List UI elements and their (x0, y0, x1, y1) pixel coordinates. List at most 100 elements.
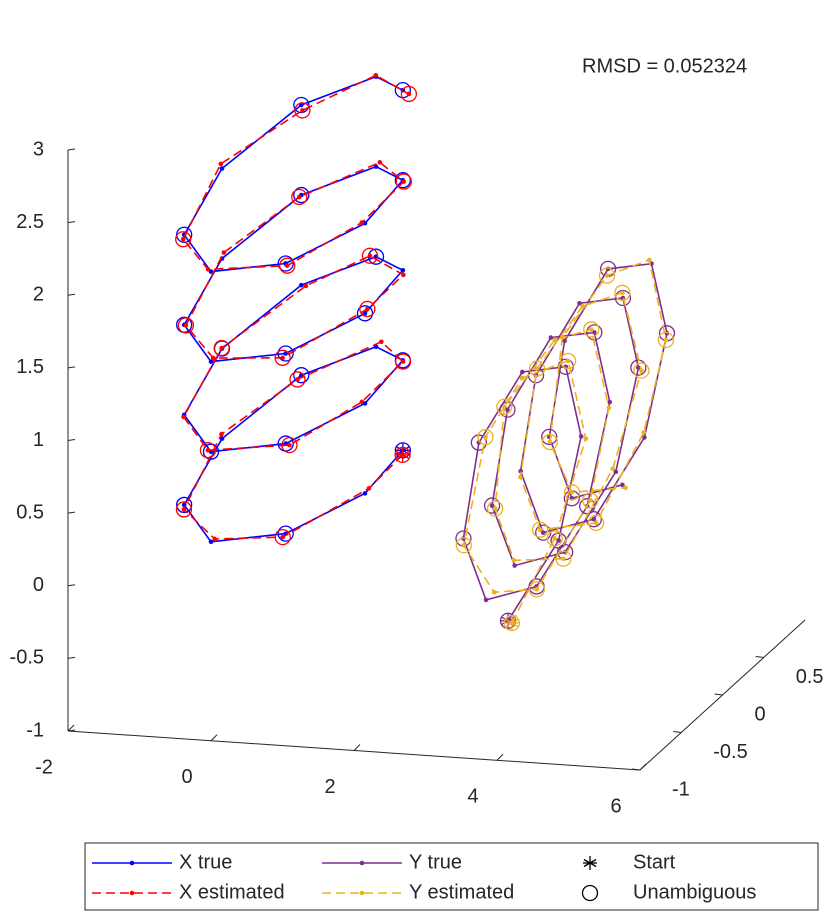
z-tick (67, 366, 76, 369)
unambiguous-marker (531, 521, 549, 538)
x-tick (210, 734, 218, 742)
point (400, 267, 406, 273)
point (362, 311, 368, 316)
z-tick (67, 511, 76, 514)
point (580, 303, 585, 309)
unambiguous-marker (293, 186, 310, 204)
unambiguous-marker (528, 581, 545, 598)
z-tick-label: 1 (33, 429, 44, 451)
legend-symbol (583, 856, 597, 870)
x-tick-label: 6 (610, 795, 621, 817)
unambiguous-marker (455, 537, 472, 554)
point (212, 536, 218, 542)
point (367, 253, 373, 259)
point (593, 520, 599, 526)
point (587, 498, 593, 503)
point (205, 266, 211, 272)
legend-label: Y estimated (409, 881, 514, 903)
point (492, 506, 498, 511)
legend-box (84, 842, 819, 911)
unambiguous-marker (587, 514, 605, 532)
unambiguous-marker (277, 525, 294, 542)
y-tick (673, 731, 682, 733)
point (359, 399, 365, 405)
unambiguous-marker (213, 339, 230, 357)
point (537, 527, 543, 532)
unambiguous-marker (202, 443, 220, 460)
x-tick-label: 0 (181, 766, 192, 788)
point (610, 466, 616, 472)
point (303, 283, 309, 289)
point (588, 327, 594, 332)
unambiguous-marker (293, 96, 310, 114)
z-tick-label: -1 (26, 719, 44, 741)
unambiguous-marker (582, 492, 599, 509)
point (548, 335, 554, 340)
unambiguous-marker (541, 428, 558, 446)
unambiguous-marker (394, 172, 411, 189)
point (578, 434, 584, 439)
unambiguous-marker (361, 247, 379, 264)
unambiguous-marker (176, 496, 193, 514)
z-tick (67, 656, 76, 659)
legend-dot (359, 860, 365, 866)
point (620, 482, 625, 488)
point (373, 344, 379, 350)
point (183, 323, 189, 328)
point (483, 434, 488, 440)
x-tick (496, 753, 504, 761)
unambiguous-marker (486, 500, 504, 517)
z-tick-label: 3 (33, 138, 44, 160)
point (604, 273, 610, 278)
point (296, 194, 302, 200)
point (401, 272, 406, 278)
point (534, 586, 540, 592)
start-marker (504, 616, 519, 631)
point (359, 220, 365, 225)
unambiguous-marker (633, 362, 650, 379)
point (639, 368, 644, 373)
point (552, 337, 558, 343)
point (591, 516, 597, 522)
unambiguous-marker (614, 289, 632, 307)
point (221, 250, 227, 255)
x-tick-label: 4 (467, 786, 478, 808)
y-tick (755, 656, 764, 658)
point (502, 404, 507, 409)
unambiguous-marker (477, 428, 494, 446)
unambiguous-marker (598, 267, 616, 284)
point (613, 469, 619, 475)
point (577, 300, 582, 306)
z-tick-label: -0.5 (10, 647, 44, 669)
point (583, 436, 589, 441)
unambiguous-marker (541, 433, 559, 451)
point (373, 72, 379, 78)
legend-label: X true (179, 851, 232, 873)
point (518, 474, 523, 480)
unambiguous-marker (400, 85, 418, 103)
unambiguous-marker (277, 345, 294, 362)
y-tick-label: -0.5 (713, 741, 747, 763)
point (180, 236, 186, 242)
z-tick (67, 221, 76, 224)
unambiguous-marker (585, 511, 602, 528)
z-tick-label: 2.5 (16, 211, 44, 233)
point (406, 91, 412, 97)
point (401, 179, 407, 184)
unambiguous-marker (175, 231, 192, 248)
y-tick-label: -1 (672, 778, 690, 800)
x-tick-label: 2 (324, 776, 335, 798)
z-tick-label: 2 (33, 284, 44, 306)
point (208, 539, 214, 545)
unambiguous-marker (496, 398, 513, 415)
z-tick-label: 1.5 (16, 356, 44, 378)
z-tick-label: 0 (33, 574, 44, 596)
unambiguous-marker (294, 102, 311, 119)
x-tick-label: -2 (35, 756, 53, 778)
x-tick (639, 763, 647, 771)
unambiguous-marker (175, 501, 193, 518)
point (519, 375, 525, 381)
series-line (462, 258, 667, 624)
point (646, 257, 652, 263)
